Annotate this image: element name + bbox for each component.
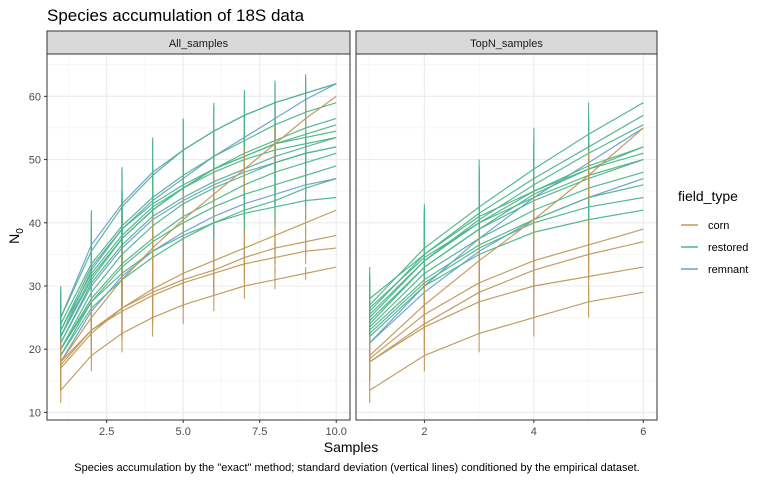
accumulation-line bbox=[369, 127, 644, 356]
accumulation-line bbox=[60, 136, 337, 331]
chart-caption: Species accumulation by the "exact" meth… bbox=[74, 462, 639, 474]
accumulation-line bbox=[60, 266, 337, 391]
accumulation-line bbox=[60, 130, 337, 337]
legend: field_type corn restored remnant bbox=[678, 188, 748, 276]
accumulation-line bbox=[369, 209, 644, 338]
legend-label: corn bbox=[708, 220, 729, 232]
facet-strip-label: All_samples bbox=[169, 38, 229, 50]
x-tick-label: 2 bbox=[421, 426, 427, 438]
legend-entry-restored: restored bbox=[681, 242, 748, 254]
accumulation-line bbox=[60, 146, 337, 350]
accumulation-line bbox=[60, 165, 337, 356]
x-tick-label: 5.0 bbox=[176, 426, 191, 438]
accumulation-line bbox=[369, 171, 644, 328]
y-tick-label: 20 bbox=[29, 344, 41, 356]
accumulation-line bbox=[60, 124, 337, 331]
x-tick-label: 7.5 bbox=[252, 426, 267, 438]
y-axis-title: N0 bbox=[6, 228, 26, 244]
accumulation-line bbox=[60, 152, 337, 350]
chart-title: Species accumulation of 18S data bbox=[47, 6, 305, 25]
accumulation-line bbox=[369, 158, 644, 325]
facet-panel-1: TopN_samples 2 4 6 bbox=[355, 30, 658, 438]
x-tick-label: 4 bbox=[531, 426, 537, 438]
accumulation-line bbox=[60, 102, 337, 325]
y-tick-label: 50 bbox=[29, 155, 41, 167]
accumulation-line bbox=[369, 196, 644, 334]
x-tick-label: 6 bbox=[640, 426, 646, 438]
legend-label: restored bbox=[708, 242, 748, 254]
accumulation-line bbox=[60, 177, 337, 356]
y-tick-label: 30 bbox=[29, 281, 41, 293]
y-tick-label: 60 bbox=[29, 91, 41, 103]
facet-panel-0: All_samples 2.5 5.0 7.5 10.0 10 20 30 40 50 60 bbox=[29, 30, 351, 438]
panel-background bbox=[47, 54, 350, 420]
x-tick-label: 10.0 bbox=[326, 426, 347, 438]
panel-border bbox=[46, 53, 351, 421]
accumulation-line bbox=[369, 152, 644, 300]
accumulation-line bbox=[60, 136, 337, 344]
legend-label: remnant bbox=[708, 264, 748, 276]
accumulation-line bbox=[60, 83, 337, 337]
x-axis-title: Samples bbox=[324, 439, 378, 455]
legend-title: field_type bbox=[678, 188, 738, 204]
accumulation-line bbox=[369, 146, 644, 319]
accumulation-line bbox=[60, 234, 337, 366]
legend-entry-corn: corn bbox=[681, 220, 729, 232]
facet-panels: All_samples 2.5 5.0 7.5 10.0 10 20 30 40 50 60 TopN… bbox=[29, 30, 658, 438]
accumulation-line bbox=[369, 102, 644, 306]
accumulation-line bbox=[369, 241, 644, 363]
legend-entry-remnant: remnant bbox=[681, 264, 748, 276]
y-axis-title-main: N bbox=[6, 234, 22, 244]
accumulation-line bbox=[369, 158, 644, 309]
accumulation-line bbox=[369, 266, 644, 363]
accumulation-line bbox=[369, 127, 644, 344]
accumulation-line bbox=[60, 95, 337, 363]
panel-border bbox=[355, 53, 658, 421]
y-tick-label: 40 bbox=[29, 218, 41, 230]
y-tick-label: 10 bbox=[29, 407, 41, 419]
accumulation-line bbox=[60, 83, 337, 318]
accumulation-line bbox=[60, 196, 337, 350]
accumulation-line bbox=[369, 291, 644, 391]
accumulation-line bbox=[60, 247, 337, 363]
y-axis-title-subscript: 0 bbox=[15, 228, 26, 234]
series-corn bbox=[60, 266, 337, 403]
y-axis-title-group: N0 bbox=[6, 228, 26, 244]
accumulation-line bbox=[369, 114, 644, 312]
facet-strip-label: TopN_samples bbox=[470, 38, 543, 50]
x-tick-label: 2.5 bbox=[99, 426, 114, 438]
accumulation-line bbox=[369, 184, 644, 331]
panel-background bbox=[356, 54, 657, 420]
series-corn bbox=[369, 285, 644, 403]
accumulation-line bbox=[369, 228, 644, 360]
